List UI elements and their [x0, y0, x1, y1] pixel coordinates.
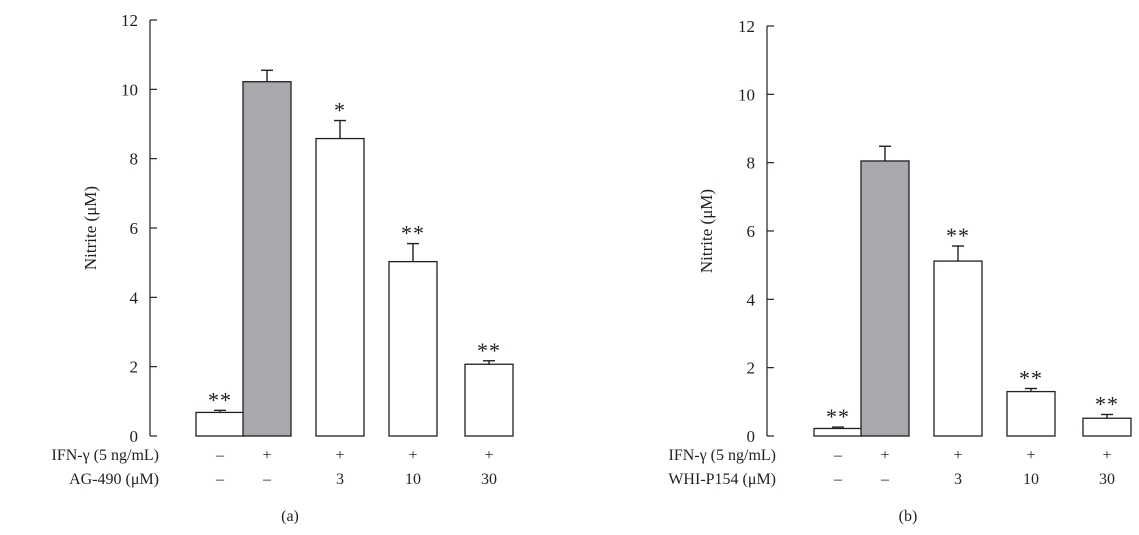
bar	[860, 160, 910, 437]
y-tick-label: 12	[121, 11, 138, 30]
treatment-value: 3	[954, 471, 962, 488]
y-tick-label: 0	[747, 427, 756, 446]
y-tick-label: 6	[747, 222, 756, 241]
significance-marker: *	[334, 98, 346, 123]
bar	[195, 411, 245, 437]
treatment-value: 10	[1023, 471, 1039, 488]
bar	[933, 260, 983, 437]
treatment-value: 30	[1099, 471, 1115, 488]
treatment-value: +	[880, 447, 889, 464]
y-tick-label: 6	[130, 219, 139, 238]
bar	[1006, 390, 1056, 437]
treatment-value: –	[215, 447, 225, 464]
significance-marker: **	[208, 387, 232, 412]
treatment-value: 10	[405, 471, 421, 488]
significance-marker: **	[1019, 366, 1043, 391]
y-tick-label: 0	[130, 427, 139, 446]
y-axis-label: Nitrite (μM)	[81, 186, 100, 270]
treatment-value: +	[335, 447, 344, 464]
treatment-value: +	[953, 447, 962, 464]
y-tick-label: 8	[747, 154, 756, 173]
panel-label: (b)	[899, 508, 918, 525]
y-tick-label: 4	[130, 288, 139, 307]
treatment-label: AG-490 (μM)	[69, 471, 159, 488]
treatment-value: –	[833, 471, 843, 488]
treatment-value: 3	[336, 471, 344, 488]
y-tick-label: 12	[738, 17, 755, 36]
significance-marker: **	[401, 221, 425, 246]
panel-label: (a)	[281, 508, 299, 525]
significance-marker: **	[1095, 391, 1119, 416]
treatment-label: IFN-γ (5 ng/mL)	[52, 447, 160, 464]
y-tick-label: 10	[738, 85, 755, 104]
treatment-value: +	[1026, 447, 1035, 464]
treatment-value: +	[408, 447, 417, 464]
y-tick-label: 2	[747, 359, 756, 378]
treatment-value: –	[215, 471, 225, 488]
significance-marker: **	[946, 223, 970, 248]
y-axis-label: Nitrite (μM)	[697, 189, 716, 273]
treatment-value: +	[1102, 447, 1111, 464]
treatment-value: –	[880, 471, 890, 488]
y-tick-label: 10	[121, 80, 138, 99]
bar	[315, 137, 365, 437]
treatment-value: 30	[481, 471, 497, 488]
bar	[464, 363, 514, 437]
treatment-value: +	[262, 447, 271, 464]
bar	[388, 260, 438, 437]
y-tick-label: 2	[130, 358, 139, 377]
y-tick-label: 8	[130, 150, 139, 169]
bar	[813, 427, 863, 437]
significance-marker: **	[477, 338, 501, 363]
bar	[242, 81, 292, 437]
treatment-value: +	[484, 447, 493, 464]
significance-marker: **	[826, 404, 850, 429]
treatment-label: WHI-P154 (μM)	[668, 471, 776, 488]
treatment-label: IFN-γ (5 ng/mL)	[669, 447, 777, 464]
treatment-value: –	[833, 447, 843, 464]
panel-b: 0 2 4 6 8 10 12 Nitrite (μM) ** ** ** ** IFN-γ (5 ng…	[668, 17, 1132, 525]
bar	[1082, 417, 1132, 437]
treatment-value: –	[262, 471, 272, 488]
y-tick-label: 4	[747, 290, 756, 309]
